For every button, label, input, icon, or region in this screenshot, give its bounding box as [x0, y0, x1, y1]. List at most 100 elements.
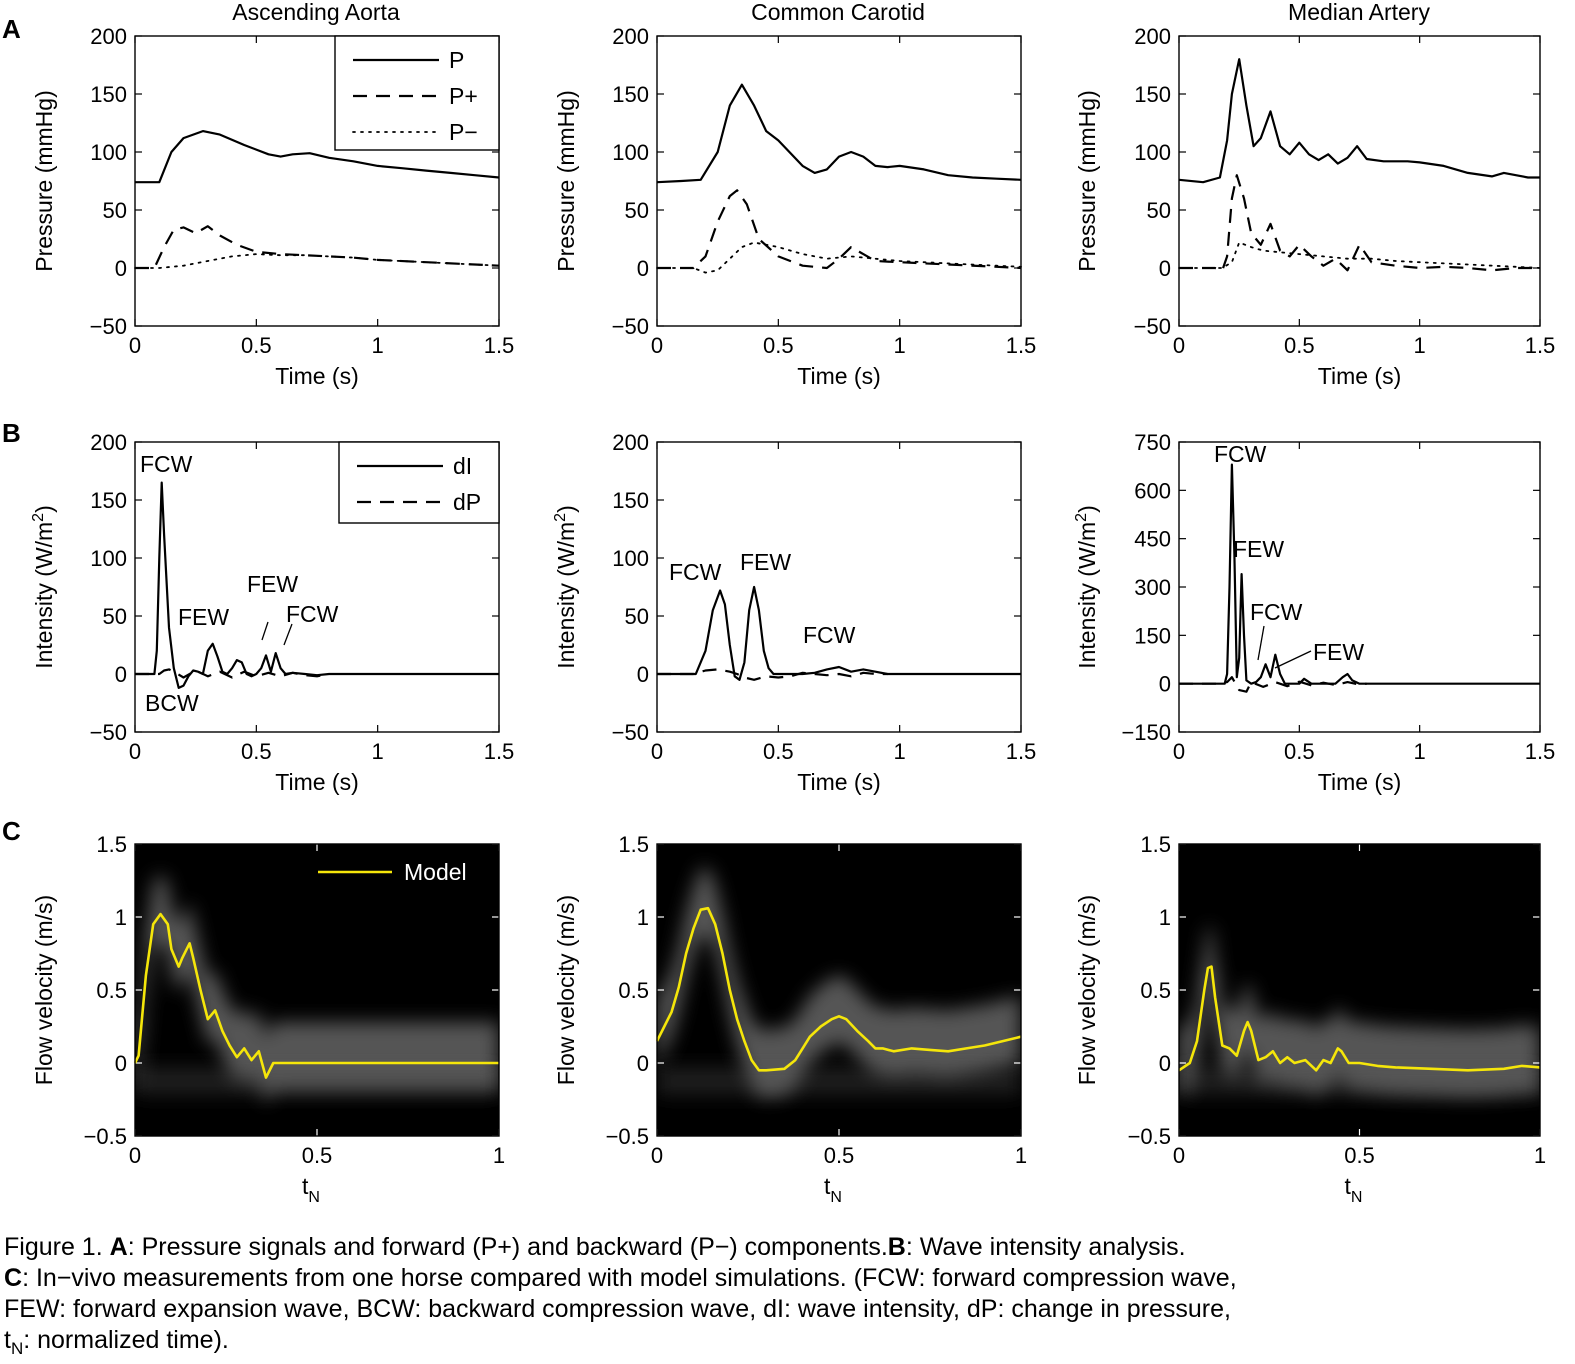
plot-frame: [656, 441, 1022, 733]
y-axis-label: Flow velocity (m/s): [1074, 895, 1100, 1085]
caption-b-text: : Wave intensity analysis.: [905, 1233, 1186, 1261]
y-tick-label: 1.5: [1140, 832, 1171, 857]
legend-label: Model: [404, 859, 467, 885]
y-axis-label: Intensity (W/m2): [30, 505, 57, 669]
x-tick-label: 0: [129, 1143, 141, 1168]
caption-tn-sub: N: [10, 1339, 24, 1358]
y-tick-label: −0.5: [1128, 1124, 1171, 1149]
y-tick-label: −50: [90, 720, 127, 745]
y-axis-label-main: Intensity (W/m: [553, 522, 579, 669]
x-tick-label: 0.5: [1284, 333, 1315, 358]
x-axis-label-t: t: [824, 1173, 831, 1199]
legend-label: P−: [449, 119, 478, 145]
column-title-ascending-aorta: Ascending Aorta: [232, 0, 400, 25]
caption-a-text: : Pressure signals and forward (P+) and …: [127, 1233, 888, 1261]
y-tick-label: 1: [637, 905, 649, 930]
wave-label: FCW: [803, 622, 856, 648]
x-tick-label: 1: [1534, 1143, 1546, 1168]
legend-label: P+: [449, 83, 478, 109]
wave-label: FCW: [286, 601, 339, 627]
wave-label: FEW: [178, 604, 229, 630]
y-tick-label: 1: [115, 905, 127, 930]
x-axis-label: Time (s): [797, 363, 880, 389]
wave-label: FEW: [247, 571, 298, 597]
x-tick-label: 1.5: [1525, 333, 1556, 358]
legend-box: [338, 441, 500, 524]
y-tick-label: 100: [612, 546, 649, 571]
x-tick-label: 1: [493, 1143, 505, 1168]
x-tick-label: 1.5: [484, 739, 515, 764]
y-tick-label: 150: [612, 82, 649, 107]
legend: P P+ P−: [334, 35, 500, 151]
caption-letter-b: B: [887, 1233, 906, 1261]
series-line-p: [135, 130, 500, 184]
series-line-pminus: [656, 241, 1022, 274]
x-tick-label: 0: [651, 1143, 663, 1168]
plot-frame: [656, 35, 1022, 327]
y-tick-label: 200: [612, 430, 649, 455]
wave-label: FCW: [140, 451, 193, 477]
panel-letter-a: A: [2, 14, 21, 44]
wave-label-pointer: [1274, 650, 1312, 669]
caption-line-1: Figure 1. A: Pressure signals and forwar…: [4, 1232, 1572, 1263]
series-line-p: [656, 83, 1022, 184]
y-tick-label: 50: [1147, 198, 1171, 223]
x-axis-label-t: t: [302, 1173, 309, 1199]
y-tick-label: 50: [103, 198, 127, 223]
x-axis-label-sub: N: [830, 1189, 842, 1206]
y-axis-label-end: ): [553, 505, 579, 513]
y-tick-label: 0: [115, 256, 127, 281]
series-line-di: [1179, 463, 1540, 685]
y-tick-label: 100: [90, 546, 127, 571]
column-title-median-artery: Median Artery: [1288, 0, 1430, 25]
x-tick-label: 1: [894, 333, 906, 358]
caption-c-text: : In−vivo measurements from one horse co…: [22, 1264, 1237, 1292]
ultrasound-spectrum: [135, 873, 499, 1104]
x-tick-label: 0.5: [763, 333, 794, 358]
y-tick-label: 0: [115, 1051, 127, 1076]
x-tick-label: 0: [129, 739, 141, 764]
x-axis-label: tN: [302, 1173, 320, 1206]
x-tick-label: 0.5: [302, 1143, 333, 1168]
x-axis-label: Time (s): [275, 769, 358, 795]
plot-frame: [1178, 35, 1541, 327]
x-tick-label: 0: [1173, 1143, 1185, 1168]
y-axis-label-end: ): [1074, 505, 1100, 513]
legend: Model: [318, 859, 467, 885]
y-axis-label: Flow velocity (m/s): [553, 895, 579, 1085]
y-tick-label: 100: [90, 140, 127, 165]
y-tick-label: 0: [637, 662, 649, 687]
plot-frame: [1178, 441, 1541, 733]
series-line-pplus: [135, 225, 500, 270]
panel-letter-c: C: [2, 816, 21, 846]
x-tick-label: 0: [1173, 333, 1185, 358]
x-tick-label: 1.5: [1006, 333, 1037, 358]
legend-label: dI: [453, 453, 472, 479]
x-tick-label: 1.5: [484, 333, 515, 358]
x-tick-label: 0: [129, 333, 141, 358]
y-tick-label: 100: [1134, 140, 1171, 165]
series-line-model: [133, 912, 499, 1079]
y-axis-label: Flow velocity (m/s): [31, 895, 57, 1085]
x-tick-label: 0: [651, 333, 663, 358]
y-tick-label: 0: [637, 1051, 649, 1076]
x-tick-label: 1: [1015, 1143, 1027, 1168]
plot-frame: [134, 441, 500, 733]
series-line-pplus: [657, 189, 1022, 270]
caption-letter-c: C: [4, 1264, 23, 1292]
y-tick-label: −50: [1134, 314, 1171, 339]
x-tick-label: 0: [651, 739, 663, 764]
x-axis-label: Time (s): [1318, 363, 1401, 389]
x-tick-label: 0: [1173, 739, 1185, 764]
spectrum-baseline: [1179, 1067, 1540, 1095]
wave-label-pointer: [261, 621, 269, 641]
y-tick-label: −50: [90, 314, 127, 339]
y-axis-label-end: ): [31, 505, 57, 513]
legend: dI dP: [338, 441, 500, 524]
y-tick-label: 300: [1134, 575, 1171, 600]
x-tick-label: 0.5: [763, 739, 794, 764]
y-tick-label: 1: [1159, 905, 1171, 930]
